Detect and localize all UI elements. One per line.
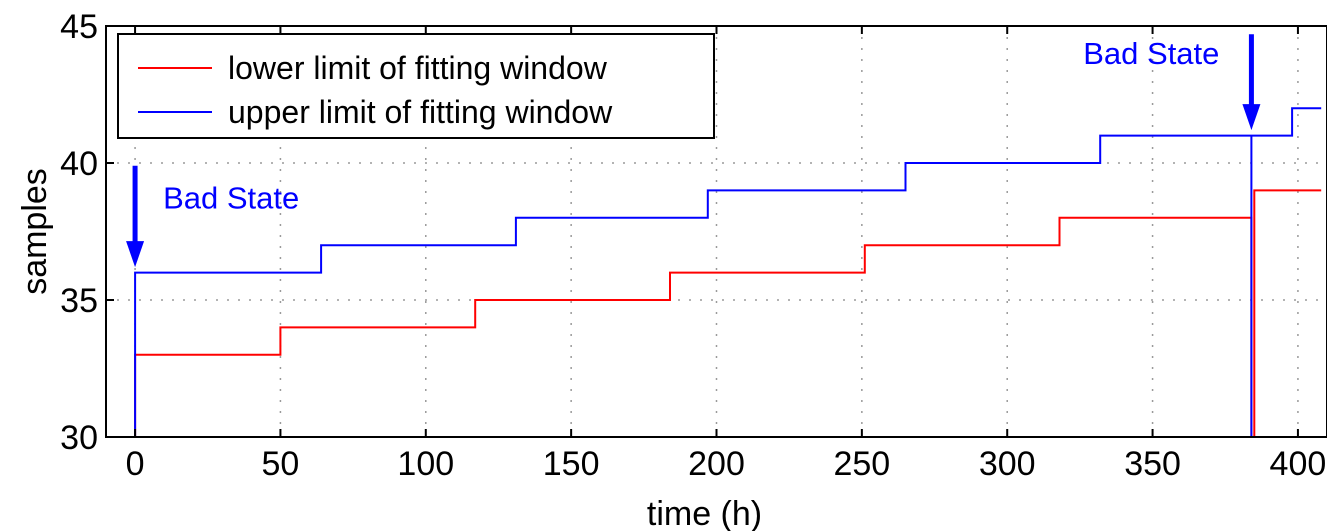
legend: lower limit of fitting window upper limi… (117, 33, 715, 139)
legend-label-lower: lower limit of fitting window (228, 50, 608, 86)
legend-box (117, 33, 715, 139)
x-axis-label: time (h) (647, 495, 762, 531)
series-line-lower (134, 189, 1322, 438)
annotation-label: Bad State (163, 181, 299, 216)
x-tick-label: 0 (126, 445, 145, 483)
y-tick-label: 35 (60, 282, 98, 320)
y-tick-label: 40 (60, 145, 98, 183)
annotation-arrow-head (1242, 104, 1261, 131)
legend-label-upper: upper limit of fitting window (228, 94, 613, 130)
y-tick-label: 30 (60, 419, 98, 457)
x-tick-label: 50 (262, 445, 300, 483)
x-tick-label: 300 (979, 445, 1036, 483)
y-tick-label: 45 (60, 8, 98, 46)
y-axis-label: samples (16, 168, 54, 295)
x-tick-label: 200 (688, 445, 745, 483)
tick-labels: 0 50 100 150 200 250 300 350 400 30 35 40 45 (60, 8, 1326, 483)
annotation-arrow-head (126, 241, 145, 268)
x-tick-label: 100 (397, 445, 454, 483)
series-line-upper (134, 107, 1322, 437)
x-tick-label: 150 (543, 445, 600, 483)
x-tick-label: 250 (833, 445, 890, 483)
annotation-label: Bad State (1083, 36, 1219, 71)
x-tick-label: 350 (1124, 445, 1181, 483)
series-group (134, 107, 1322, 438)
x-tick-label: 400 (1270, 445, 1327, 483)
annotations: Bad State Bad State (126, 34, 1261, 268)
tick-marks (106, 25, 1299, 438)
